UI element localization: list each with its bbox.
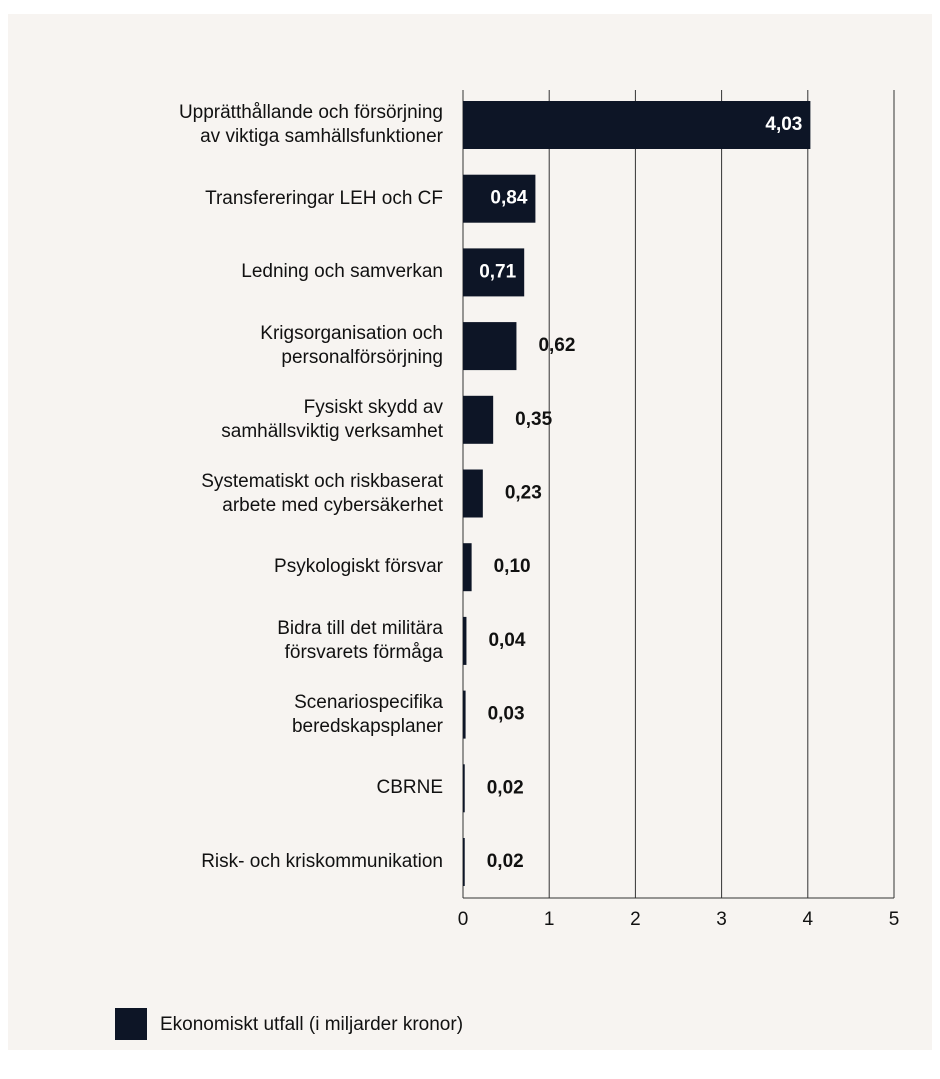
y-tick-label: Transfereringar LEH och CF xyxy=(205,187,443,209)
value-label: 0,02 xyxy=(487,777,524,798)
x-tick-label: 0 xyxy=(458,909,469,930)
bar xyxy=(463,174,536,223)
value-label: 0,35 xyxy=(515,409,552,430)
value-label: 0,03 xyxy=(488,704,525,725)
y-tick-label: Fysiskt skydd av samhällsviktig verksamh… xyxy=(221,396,443,442)
value-label: 0,04 xyxy=(488,630,525,651)
bar xyxy=(463,395,494,444)
bar xyxy=(463,248,525,297)
legend-swatch xyxy=(115,1008,147,1040)
value-label: 0,84 xyxy=(490,188,527,209)
legend-label: Ekonomiskt utfall (i miljarder kronor) xyxy=(160,1014,463,1035)
x-tick-label: 4 xyxy=(803,909,814,930)
x-tick-label: 5 xyxy=(889,909,900,930)
value-label: 0,71 xyxy=(479,261,516,282)
y-tick-label: CBRNE xyxy=(376,777,443,799)
y-tick-label: Krigsorganisation och personalförsörjnin… xyxy=(260,323,443,369)
value-label: 0,02 xyxy=(487,851,524,872)
y-tick-label: Upprätthållande och försörjning av vikti… xyxy=(178,102,443,147)
bar xyxy=(463,616,467,665)
y-tick-label: Systematiskt och riskbaserat arbete med … xyxy=(201,470,443,516)
y-tick-label: Bidra till det militära försvarets förmå… xyxy=(277,617,443,663)
bar xyxy=(463,469,483,518)
bar xyxy=(463,764,465,813)
bar xyxy=(463,101,811,149)
y-tick-label: Psykologiskt försvar xyxy=(274,556,443,578)
bar xyxy=(463,690,466,739)
value-label: 4,03 xyxy=(765,114,802,135)
value-label: 0,10 xyxy=(494,556,531,577)
y-tick-label: Risk- och kriskommunikation xyxy=(201,851,443,872)
x-tick-label: 3 xyxy=(716,909,727,930)
bar xyxy=(463,838,465,886)
bar xyxy=(463,543,472,592)
y-tick-label: Ledning och samverkan xyxy=(241,261,443,283)
value-label: 0,23 xyxy=(505,483,542,504)
bar xyxy=(463,322,517,371)
value-label: 0,62 xyxy=(538,335,575,356)
x-tick-label: 2 xyxy=(630,909,641,930)
y-tick-label: Scenariospecifika beredskapsplaner xyxy=(291,691,443,737)
x-tick-label: 1 xyxy=(544,909,555,930)
